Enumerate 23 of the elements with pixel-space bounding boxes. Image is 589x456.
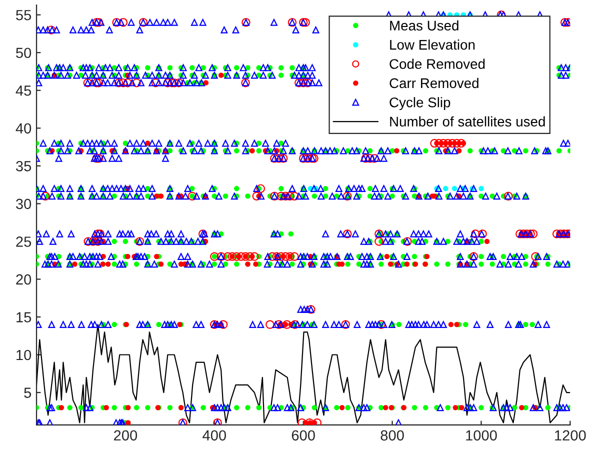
x-tick-label: 800	[380, 430, 404, 441]
x-tick-label: 400	[202, 430, 226, 441]
legend-label: Cycle Slip	[390, 97, 450, 110]
y-tick-label: 45	[16, 86, 32, 96]
legend-label: Code Removed	[390, 58, 485, 69]
y-tick-label: 15	[16, 312, 32, 322]
y-tick-label: 50	[16, 48, 32, 58]
legend-label: Number of satellites used	[390, 116, 545, 127]
legend-label: Low Elevation	[390, 40, 475, 50]
y-tick-label: 40	[16, 123, 32, 134]
y-tick-label: 35	[16, 161, 32, 172]
y-tick-label: 30	[16, 198, 32, 210]
legend-label: Meas Used	[390, 20, 458, 31]
x-tick-label: 200	[114, 430, 138, 441]
y-tick-label: 55	[16, 10, 32, 20]
legend-label: Carr Removed	[390, 78, 478, 88]
y-tick-label: 20	[16, 274, 32, 285]
x-tick-label: 1000	[466, 430, 497, 441]
y-tick-label: 25	[16, 236, 32, 247]
x-tick-label: 600	[292, 430, 315, 441]
y-tick-label: 5	[24, 388, 32, 398]
y-tick-label: 10	[16, 350, 32, 360]
x-tick-label: 1200	[555, 430, 586, 441]
